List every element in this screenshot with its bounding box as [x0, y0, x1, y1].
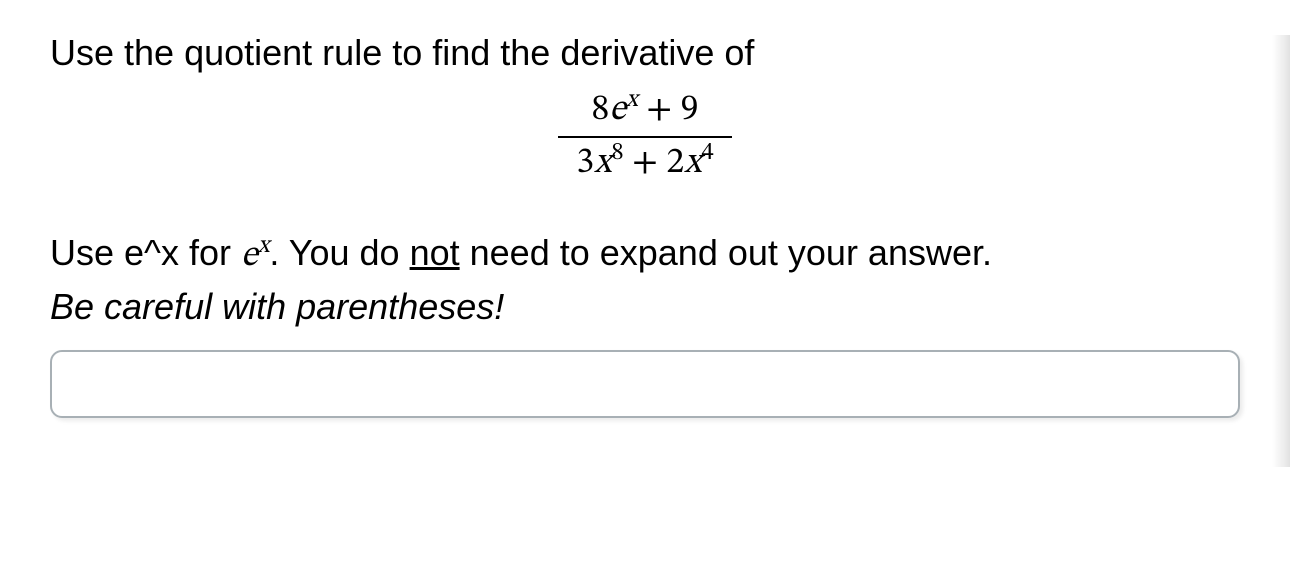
- instruction-text: Use e^x for ex. You do not need to expan…: [50, 228, 1240, 332]
- num-const: 9: [681, 92, 699, 128]
- fraction: 8ex + 9 3x8 + 2x4: [558, 85, 731, 189]
- answer-input[interactable]: [50, 350, 1240, 418]
- num-exp1: x: [626, 87, 638, 112]
- instr-math-e: e: [241, 238, 258, 274]
- den-coef2: 2: [666, 145, 684, 181]
- instr-part1: Use: [50, 232, 124, 273]
- den-exp1: 8: [611, 140, 623, 165]
- den-var1: x: [594, 145, 611, 181]
- instr-part4: need to expand out your answer.: [460, 232, 992, 273]
- den-op: +: [624, 145, 667, 181]
- fraction-container: 8ex + 9 3x8 + 2x4: [50, 85, 1240, 189]
- instr-math-exp: x: [258, 233, 270, 258]
- den-coef1: 3: [576, 145, 594, 181]
- fraction-numerator: 8ex + 9: [558, 85, 731, 138]
- instr-code-literal: e^x: [124, 232, 179, 273]
- den-exp2: 4: [702, 140, 714, 165]
- question-prompt: Use the quotient rule to find the deriva…: [50, 30, 1240, 77]
- shadow-right-decoration: [1272, 35, 1290, 467]
- den-var2: x: [684, 145, 701, 181]
- fraction-denominator: 3x8 + 2x4: [558, 138, 731, 189]
- question-container: Use the quotient rule to find the deriva…: [50, 30, 1240, 418]
- num-base1: e: [609, 92, 626, 128]
- instr-part3: . You do: [269, 232, 409, 273]
- num-op: +: [638, 92, 681, 128]
- num-coef1: 8: [592, 92, 610, 128]
- instr-italic-line: Be careful with parentheses!: [50, 286, 504, 327]
- instr-part2: for: [179, 232, 241, 273]
- instr-underlined: not: [410, 232, 460, 273]
